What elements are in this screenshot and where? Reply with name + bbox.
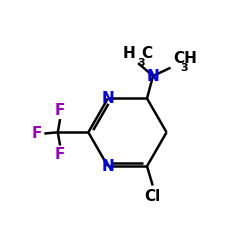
Text: N: N (147, 68, 160, 84)
Text: N: N (102, 159, 114, 174)
Text: 3: 3 (137, 58, 145, 68)
Text: Cl: Cl (144, 189, 161, 204)
Text: F: F (55, 103, 65, 118)
Text: F: F (55, 147, 65, 162)
Text: C: C (142, 46, 153, 61)
Text: F: F (32, 126, 42, 141)
Text: CH: CH (173, 50, 197, 66)
Text: H: H (122, 46, 135, 61)
Text: N: N (102, 91, 114, 106)
Text: 3: 3 (181, 63, 188, 73)
